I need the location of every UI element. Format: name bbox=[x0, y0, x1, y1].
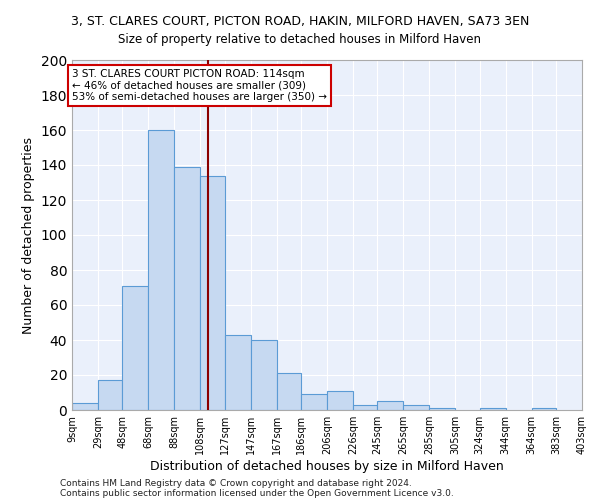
Bar bbox=[301, 394, 327, 410]
Bar bbox=[377, 401, 403, 410]
Bar bbox=[122, 286, 148, 410]
Bar bbox=[277, 373, 301, 410]
Y-axis label: Number of detached properties: Number of detached properties bbox=[22, 136, 35, 334]
Bar bbox=[480, 408, 506, 410]
Text: Contains HM Land Registry data © Crown copyright and database right 2024.: Contains HM Land Registry data © Crown c… bbox=[60, 478, 412, 488]
Text: 3 ST. CLARES COURT PICTON ROAD: 114sqm
← 46% of detached houses are smaller (309: 3 ST. CLARES COURT PICTON ROAD: 114sqm ←… bbox=[72, 69, 327, 102]
X-axis label: Distribution of detached houses by size in Milford Haven: Distribution of detached houses by size … bbox=[150, 460, 504, 473]
Bar bbox=[532, 408, 556, 410]
Text: Size of property relative to detached houses in Milford Haven: Size of property relative to detached ho… bbox=[119, 32, 482, 46]
Bar bbox=[225, 335, 251, 410]
Bar bbox=[353, 405, 377, 410]
Bar bbox=[98, 380, 122, 410]
Bar bbox=[200, 176, 225, 410]
Bar bbox=[403, 405, 429, 410]
Bar bbox=[174, 167, 200, 410]
Bar bbox=[72, 403, 98, 410]
Bar bbox=[251, 340, 277, 410]
Text: Contains public sector information licensed under the Open Government Licence v3: Contains public sector information licen… bbox=[60, 488, 454, 498]
Bar bbox=[148, 130, 174, 410]
Text: 3, ST. CLARES COURT, PICTON ROAD, HAKIN, MILFORD HAVEN, SA73 3EN: 3, ST. CLARES COURT, PICTON ROAD, HAKIN,… bbox=[71, 15, 529, 28]
Bar bbox=[429, 408, 455, 410]
Bar bbox=[327, 391, 353, 410]
